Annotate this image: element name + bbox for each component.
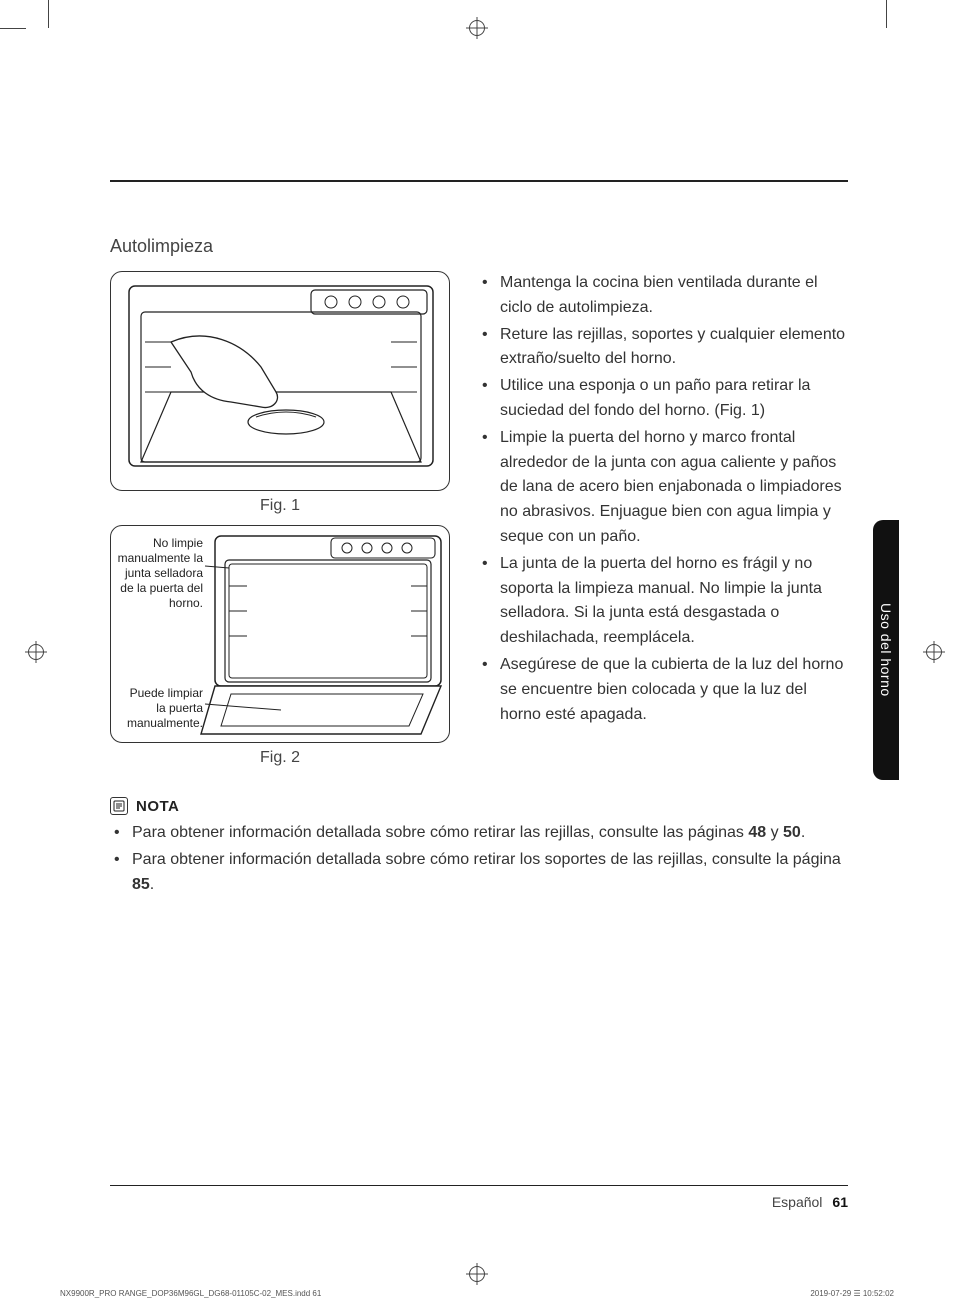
crop-mark: [48, 0, 49, 28]
list-item: Utilice una esponja o un paño para retir…: [478, 374, 848, 424]
page-ref: 85: [132, 876, 150, 893]
figure-2-label-bottom: Puede limpiar la puerta manualmente.: [117, 686, 203, 731]
list-item: Reture las rejillas, soportes y cualquie…: [478, 323, 848, 373]
list-item: La junta de la puerta del horno es frági…: [478, 552, 848, 651]
nota-text: .: [150, 876, 154, 893]
nota-section: NOTA Para obtener información detallada …: [110, 797, 848, 897]
side-tab: Uso del horno: [873, 520, 899, 780]
nota-list: Para obtener información detallada sobre…: [110, 821, 848, 897]
note-icon: [110, 797, 128, 815]
crop-mark: [886, 0, 887, 28]
figure-2-caption: Fig. 2: [110, 749, 450, 767]
instruction-list: Mantenga la cocina bien ventilada durant…: [478, 271, 848, 727]
language-label: Español: [772, 1194, 823, 1210]
list-item: Limpie la puerta del horno y marco front…: [478, 426, 848, 550]
page-ref: 48: [748, 824, 766, 841]
section-title: Autolimpieza: [110, 236, 848, 257]
print-metadata: NX9900R_PRO RANGE_DOP36M96GL_DG68-01105C…: [60, 1289, 894, 1298]
print-file: NX9900R_PRO RANGE_DOP36M96GL_DG68-01105C…: [60, 1289, 321, 1298]
list-item: Para obtener información detallada sobre…: [110, 848, 848, 898]
figure-2-label-top: No limpie manualmente la junta selladora…: [117, 536, 203, 611]
figure-1-caption: Fig. 1: [110, 497, 450, 515]
right-column: Mantenga la cocina bien ventilada durant…: [478, 271, 848, 777]
page-frame: Uso del horno Autolimpieza: [48, 28, 886, 1284]
nota-text: Para obtener información detallada sobre…: [132, 824, 748, 841]
left-column: Fig. 1 No limpie manualmente la junta se…: [110, 271, 450, 777]
page-number: 61: [832, 1194, 848, 1210]
content-area: Autolimpieza: [110, 180, 848, 1224]
registration-mark-left: [28, 644, 44, 660]
nota-header: NOTA: [110, 797, 848, 815]
nota-title: NOTA: [136, 798, 179, 815]
list-item: Mantenga la cocina bien ventilada durant…: [478, 271, 848, 321]
list-item: Asegúrese de que la cubierta de la luz d…: [478, 653, 848, 727]
page-ref: 50: [783, 824, 801, 841]
top-rule: [110, 180, 848, 182]
nota-text: Para obtener información detallada sobre…: [132, 851, 841, 868]
figure-2: No limpie manualmente la junta selladora…: [110, 525, 450, 743]
crop-mark: [0, 28, 26, 29]
registration-mark-right: [926, 644, 942, 660]
oven-illustration-1: [111, 272, 450, 491]
side-tab-label: Uso del horno: [878, 603, 894, 697]
figure-1: [110, 271, 450, 491]
list-item: Para obtener información detallada sobre…: [110, 821, 848, 846]
nota-text: .: [801, 824, 805, 841]
print-timestamp: 2019-07-29 ☰ 10:52:02: [810, 1289, 894, 1298]
page-footer: Español 61: [110, 1185, 848, 1210]
nota-text: y: [766, 824, 783, 841]
two-column-layout: Fig. 1 No limpie manualmente la junta se…: [110, 271, 848, 777]
